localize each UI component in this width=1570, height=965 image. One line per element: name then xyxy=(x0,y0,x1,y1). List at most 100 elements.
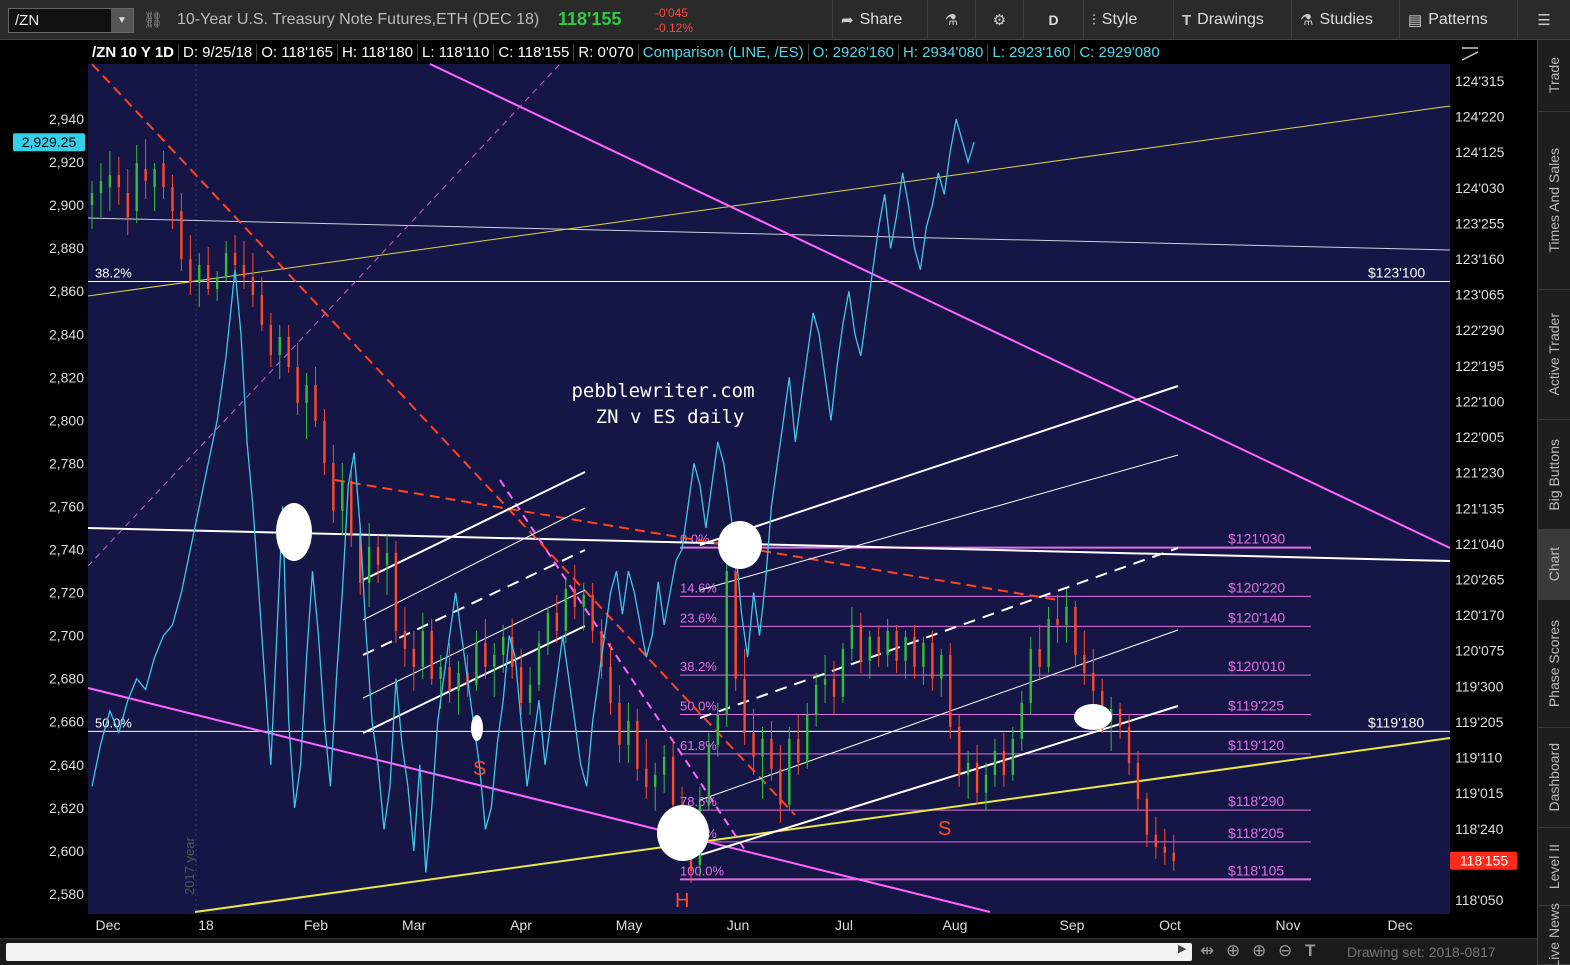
candle-body xyxy=(376,546,380,565)
candle-body xyxy=(600,630,603,667)
right-current-badge xyxy=(1450,851,1517,870)
right-tick-label: 123'065 xyxy=(1455,287,1505,303)
fib-level-percent: 23.6% xyxy=(680,610,717,625)
candle-body xyxy=(1074,606,1077,655)
left-tick-label: 2,860 xyxy=(49,283,84,299)
link-icon[interactable]: ⛓ xyxy=(143,12,164,29)
gear-icon: ⚙ xyxy=(992,12,1007,29)
tab-big-buttons[interactable]: Big Buttons xyxy=(1538,420,1570,530)
tab-times-and-sales[interactable]: Times And Sales xyxy=(1538,112,1570,290)
last-price: 118'155 xyxy=(558,9,622,29)
candle-body xyxy=(886,630,889,655)
candle-body xyxy=(296,366,299,403)
text-tool-icon[interactable]: T xyxy=(1305,941,1316,960)
candle-body xyxy=(609,666,612,703)
left-axis: 2,580 2,600 2,620 2,640 2,660 2,680 2,700 2,720… xyxy=(13,111,85,902)
candle-body xyxy=(975,762,979,793)
menu-button[interactable]: ☰ xyxy=(1517,0,1570,40)
candle-body xyxy=(1056,618,1059,625)
flask-button[interactable]: ⚗ xyxy=(927,0,975,40)
candle-body xyxy=(126,193,129,218)
zoom-in-icon[interactable]: ⊕ xyxy=(1252,941,1267,960)
tab-trade[interactable]: Trade xyxy=(1538,40,1570,112)
right-current-label: 118'155 xyxy=(1460,853,1509,869)
left-current-label: 2,929.25 xyxy=(22,134,77,150)
tab-active-trader[interactable]: Active Trader xyxy=(1538,290,1570,420)
left-tick-label: 2,920 xyxy=(49,154,84,170)
candle-body xyxy=(323,420,326,463)
candle-body xyxy=(797,738,800,763)
tab-chart[interactable]: Chart xyxy=(1538,530,1570,600)
candle-body xyxy=(895,630,898,661)
candle-body xyxy=(823,678,827,685)
info-low: L: 118'110 xyxy=(418,43,495,61)
tab-live-news[interactable]: Live News xyxy=(1538,903,1570,965)
price-chart[interactable]: pebblewriter.com ZN v ES daily 2017 year $… xyxy=(0,0,1537,938)
auto-scale-icon xyxy=(1461,47,1479,61)
candle-body xyxy=(341,480,344,511)
candle-body xyxy=(636,720,639,769)
x-tick-label: May xyxy=(616,917,642,933)
candle-body xyxy=(108,175,112,188)
candle-body xyxy=(207,265,210,289)
candle-body xyxy=(1145,798,1149,835)
patterns-button[interactable]: ▤ Patterns xyxy=(1399,0,1517,40)
chart-scrollbar[interactable] xyxy=(6,943,1192,961)
candle-body xyxy=(1047,618,1050,667)
x-tick-label: Dec xyxy=(96,917,121,933)
channel-b2 xyxy=(699,454,1179,591)
tab-level-ii[interactable]: Level II xyxy=(1538,828,1570,906)
info-comparison: Comparison (LINE, /ES) xyxy=(639,43,809,61)
candle-body xyxy=(743,678,746,733)
candle-body xyxy=(198,265,201,284)
left-tick-label: 2,700 xyxy=(49,628,84,644)
share-button[interactable]: ➦ Share xyxy=(832,0,927,40)
x-tick-label: Mar xyxy=(402,917,426,933)
pattern-label-shoulder-left: S xyxy=(473,758,486,780)
tab-dashboard[interactable]: Dashboard xyxy=(1538,728,1570,828)
share-icon: ➦ xyxy=(841,12,854,29)
right-tick-label: 122'290 xyxy=(1455,322,1505,338)
right-tick-label: 122'195 xyxy=(1455,358,1505,374)
settings-button[interactable]: ⚙ xyxy=(975,0,1023,40)
fib-level-price: $121'030 xyxy=(1228,531,1285,547)
aggregation-button[interactable]: D xyxy=(1023,0,1083,40)
candle-body xyxy=(1038,648,1041,667)
change-absolute: -0'045 xyxy=(655,6,688,20)
drawings-icon: T xyxy=(1182,11,1192,29)
zoom-out-icon[interactable]: ⊖ xyxy=(1278,941,1293,960)
studies-button[interactable]: ⚗ Studies xyxy=(1291,0,1399,40)
candle-body xyxy=(546,612,550,643)
drawings-button[interactable]: T Drawings xyxy=(1173,0,1291,40)
info-close: C: 118'155 xyxy=(494,43,575,61)
candle-body xyxy=(403,630,407,649)
candle-body xyxy=(1127,726,1131,763)
style-button[interactable]: ⫶ Style xyxy=(1083,0,1173,40)
expand-icon[interactable]: ⇹ xyxy=(1200,941,1215,960)
candle-body xyxy=(224,253,228,278)
right-tick-label: 124'220 xyxy=(1455,109,1505,125)
candle-body xyxy=(1083,654,1086,673)
candle-body xyxy=(618,702,621,745)
left-tick-label: 2,780 xyxy=(49,455,84,471)
candle-body xyxy=(1011,738,1015,775)
tab-phase-scores[interactable]: Phase Scores xyxy=(1538,600,1570,728)
scroll-right-icon[interactable]: ▶ xyxy=(1178,943,1187,955)
candle-body xyxy=(654,774,657,787)
candle-body xyxy=(582,594,585,607)
chevron-down-icon[interactable]: ▼ xyxy=(111,9,133,32)
candle-body xyxy=(1020,702,1023,739)
highlight-ellipse xyxy=(657,805,709,861)
left-tick-label: 2,900 xyxy=(49,197,84,213)
x-tick-label: Sep xyxy=(1060,917,1085,933)
candle-body xyxy=(957,726,961,775)
candle-body xyxy=(144,169,147,182)
fib-level-price: $118'290 xyxy=(1228,793,1284,809)
candle-body xyxy=(439,666,442,679)
crosshair-icon[interactable]: ⊕ xyxy=(1226,941,1241,960)
candle-body xyxy=(412,648,416,667)
annotation-marks: S H S xyxy=(276,503,1112,912)
candle-body xyxy=(1154,834,1158,847)
fib-level-price: $118'205 xyxy=(1228,825,1284,841)
symbol-input[interactable]: /ZN ▼ xyxy=(8,8,134,33)
